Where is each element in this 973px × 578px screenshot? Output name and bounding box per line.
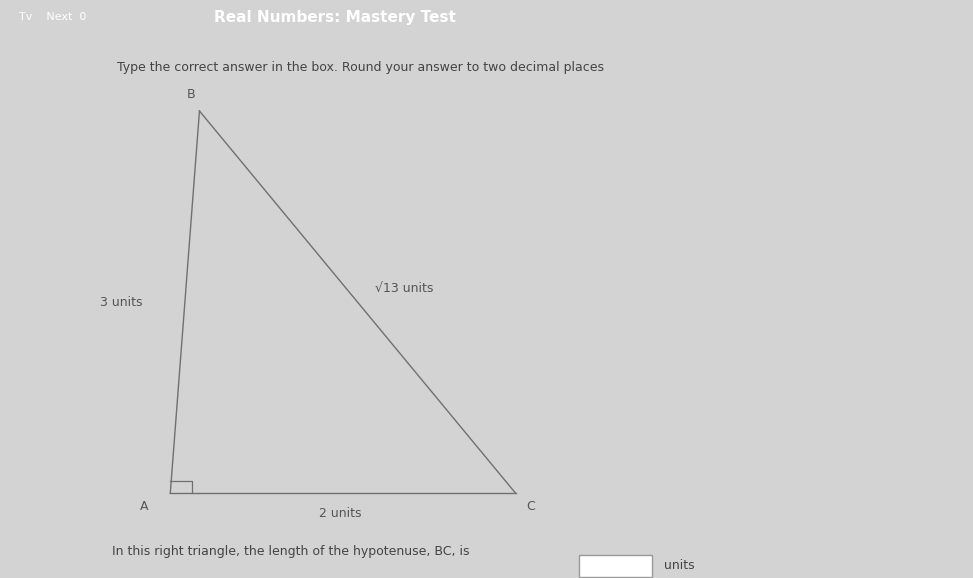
Text: √13 units: √13 units (375, 282, 433, 295)
Text: 2 units: 2 units (319, 507, 362, 520)
Bar (579, 554, 652, 577)
Text: Real Numbers: Mastery Test: Real Numbers: Mastery Test (214, 10, 456, 25)
Text: A: A (140, 501, 148, 513)
Text: 3 units: 3 units (100, 296, 143, 309)
Text: B: B (187, 88, 195, 101)
Text: C: C (526, 501, 534, 513)
Text: Tv    Next  0: Tv Next 0 (19, 13, 87, 23)
Text: units: units (664, 560, 694, 572)
Text: In this right triangle, the length of the hypotenuse, BC, is: In this right triangle, the length of th… (112, 545, 469, 558)
Text: Type the correct answer in the box. Round your answer to two decimal places: Type the correct answer in the box. Roun… (117, 61, 604, 74)
